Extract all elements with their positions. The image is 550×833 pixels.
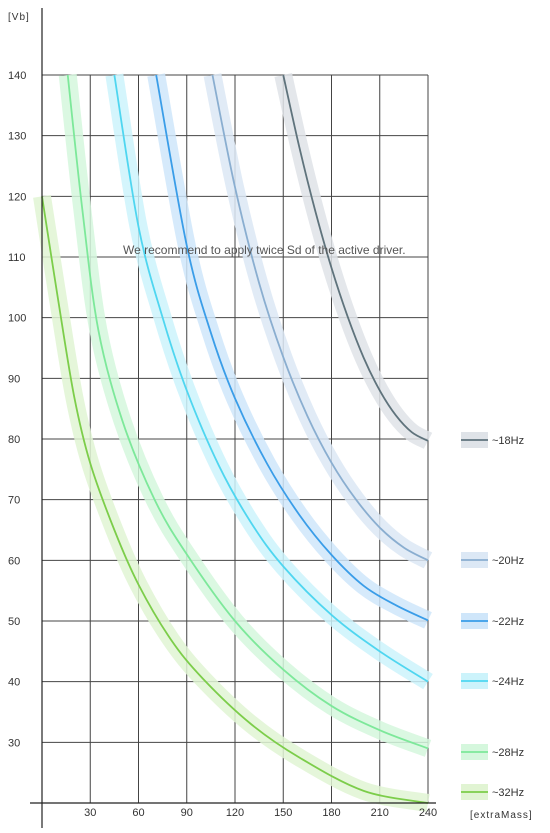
y-tick-label: 80: [8, 434, 20, 446]
series-line: [41, 196, 429, 804]
axes: [30, 8, 436, 828]
legend-label: ~18Hz: [492, 435, 524, 447]
legend-label: ~22Hz: [492, 616, 524, 628]
legend-item: ~28Hz: [461, 744, 524, 760]
series-band: [274, 73, 433, 449]
y-tick-label: 120: [8, 191, 26, 203]
series-line: [155, 74, 429, 622]
x-tick-label: 30: [84, 807, 96, 819]
x-tick-label: 210: [371, 807, 389, 819]
y-tick-label: 130: [8, 131, 26, 143]
legend-item: ~20Hz: [461, 552, 524, 568]
legend-label: ~20Hz: [492, 555, 524, 567]
legend: ~18Hz ~20Hz ~22Hz ~24Hz ~28Hz ~32Hz: [461, 432, 524, 800]
y-tick-label: 100: [8, 313, 26, 325]
legend-item: ~18Hz: [461, 432, 524, 448]
legend-label: ~32Hz: [492, 787, 524, 799]
x-tick-label: 150: [274, 807, 292, 819]
y-tick-label: 50: [8, 616, 20, 628]
y-tick-label: 90: [8, 373, 20, 385]
y-tick-label: 30: [8, 737, 20, 749]
legend-label: ~24Hz: [492, 676, 524, 688]
series-line: [113, 74, 429, 683]
x-tick-label: 90: [181, 807, 193, 819]
x-tick-label: 240: [419, 807, 437, 819]
legend-item: ~22Hz: [461, 613, 524, 629]
annotation: We recommend to apply twice Sd of the ac…: [123, 243, 406, 257]
series-line: [282, 74, 429, 442]
y-tick-label: 70: [8, 495, 20, 507]
legend-item: ~32Hz: [461, 784, 524, 800]
x-tick-label: 120: [226, 807, 244, 819]
y-tick-label: 60: [8, 555, 20, 567]
legend-label: ~28Hz: [492, 747, 524, 759]
y-axis-label: [Vb]: [8, 12, 30, 23]
legend-item: ~24Hz: [461, 673, 524, 689]
y-tick-label: 110: [8, 252, 26, 264]
series-lines: [41, 74, 429, 804]
y-tick-label: 40: [8, 677, 20, 689]
x-tick-label: 180: [322, 807, 340, 819]
x-tick-label: 60: [132, 807, 144, 819]
series-line: [211, 74, 429, 562]
series-line: [66, 74, 429, 750]
x-axis-label: [extraMass]: [470, 810, 533, 821]
y-tick-label: 140: [8, 70, 26, 82]
tick-labels: 30 60 90 120 150 180 210 240 30 40 50 60 70 80 90 100 11…: [8, 70, 437, 819]
